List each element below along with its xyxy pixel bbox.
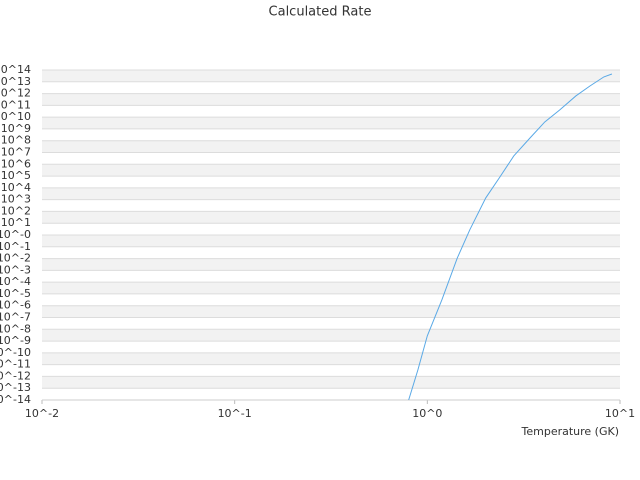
- y-tick-label: 10^-3: [0, 263, 31, 276]
- grid-band: [42, 93, 620, 106]
- y-tick-label: 10^-12: [0, 369, 31, 382]
- x-tick-label: 10^1: [605, 407, 635, 420]
- y-tick-label: 10^-9: [0, 334, 31, 347]
- y-tick-label: 10^-13: [0, 381, 31, 394]
- y-tick-label: 10^-6: [0, 299, 31, 312]
- grid-band: [42, 211, 620, 224]
- y-tick-label: 10^-8: [0, 322, 31, 335]
- y-tick-label: 10^4: [1, 181, 31, 194]
- grid-band: [42, 376, 620, 389]
- y-tick-label: 10^7: [1, 146, 31, 159]
- grid-band: [42, 305, 620, 318]
- y-tick-label: 10^12: [0, 87, 31, 100]
- y-tick-label: 10^-2: [0, 252, 31, 265]
- y-tick-label: 10^10: [0, 110, 31, 123]
- y-tick-label: 10^-10: [0, 346, 31, 359]
- y-tick-label: 10^3: [1, 193, 31, 206]
- y-tick-label: 10^1: [1, 216, 31, 229]
- grid-band: [42, 117, 620, 129]
- y-tick-label: 10^9: [1, 122, 31, 135]
- y-tick-label: 10^-1: [0, 240, 31, 253]
- grid-band: [42, 258, 620, 271]
- y-tick-label: 10^13: [0, 75, 31, 88]
- y-tick-label: 10^11: [0, 98, 31, 111]
- y-tick-label: 10^2: [1, 204, 31, 217]
- y-tick-label: 10^-14: [0, 393, 31, 406]
- x-tick-label: 10^0: [412, 407, 442, 420]
- grid-band: [42, 329, 620, 342]
- y-tick-label: 10^-11: [0, 358, 31, 371]
- grid-band: [42, 70, 620, 82]
- grid-band: [42, 352, 620, 365]
- x-axis-label: Temperature (GK): [521, 425, 620, 438]
- y-tick-label: 10^5: [1, 169, 31, 182]
- grid-band: [42, 187, 620, 200]
- y-tick-label: 10^6: [1, 157, 31, 170]
- y-tick-label: 10^14: [0, 63, 31, 76]
- y-tick-label: 10^8: [1, 134, 31, 147]
- chart-title: Calculated Rate: [269, 5, 372, 20]
- x-tick-label: 10^-2: [25, 407, 59, 420]
- y-tick-label: 10^-0: [0, 228, 31, 241]
- y-tick-label: 10^-5: [0, 287, 31, 300]
- grid-band: [42, 140, 620, 153]
- y-tick-label: 10^-7: [0, 311, 31, 324]
- grid-band: [42, 282, 620, 294]
- data-line: [408, 73, 613, 401]
- grid-band: [42, 164, 620, 177]
- grid-band: [42, 235, 620, 247]
- y-tick-label: 10^-4: [0, 275, 31, 288]
- x-tick-label: 10^-1: [218, 407, 252, 420]
